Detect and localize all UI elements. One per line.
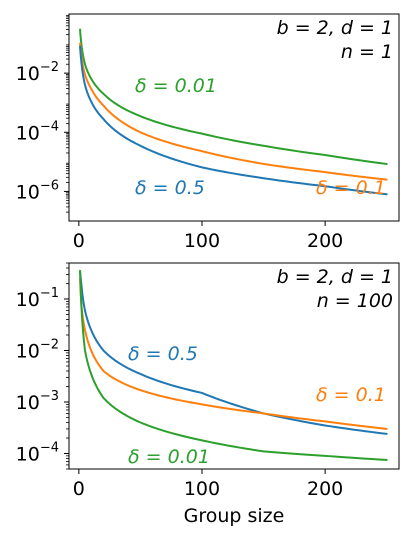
top-series-lines [79, 28, 388, 196]
bottom-series-lines [79, 269, 388, 461]
top-annotation-line-2: n = 1 [341, 41, 393, 63]
top-series-line-1 [79, 42, 388, 181]
top-series-label-green: δ = 0.01 [135, 75, 217, 97]
bottom-y-tick-label: 10−2 [16, 337, 59, 362]
bottom-annotation-line-1: b = 2, d = 1 [277, 266, 393, 288]
bottom-x-tick-label: 200 [307, 478, 343, 500]
bottom-annotation-line-2: n = 100 [317, 290, 393, 312]
top-y-tick-label: 10−2 [16, 60, 59, 85]
bottom-plot-frame [68, 262, 400, 470]
top-series-label-blue: δ = 0.5 [135, 177, 205, 199]
bottom-y-tick-label: 10−4 [16, 440, 59, 465]
top-annotation-line-1: b = 2, d = 1 [277, 17, 393, 39]
bottom-panel: 0 100 200 10−1 10−2 10−3 10−4 b = 2, d = 1 n … [16, 262, 400, 527]
top-y-tick-label: 10−6 [16, 178, 59, 203]
top-y-tick-label: 10−4 [16, 119, 59, 144]
top-x-tick-label: 200 [307, 230, 343, 252]
top-series-line-0 [79, 28, 388, 165]
top-panel: 0 100 200 10−210−410−6 b = 2, d = 1 n = 1 … [16, 13, 400, 252]
bottom-series-line-0 [79, 269, 388, 435]
x-axis-label: Group size [184, 505, 285, 527]
bottom-series-label-green: δ = 0.01 [128, 446, 210, 468]
bottom-y-tick-label: 10−3 [16, 389, 59, 414]
bottom-y-tick-label: 10−1 [16, 286, 59, 311]
bottom-series-label-blue: δ = 0.5 [128, 343, 198, 365]
bottom-x-tick-label: 100 [184, 478, 220, 500]
top-series-line-2 [79, 45, 388, 196]
bottom-y-ticks: 10−1 10−2 10−3 10−4 [16, 262, 69, 470]
top-x-ticks: 0 100 200 [73, 221, 343, 252]
top-plot-frame [68, 13, 400, 222]
bottom-x-tick-label: 0 [73, 478, 85, 500]
top-series-label-orange: δ = 0.1 [316, 177, 386, 199]
top-x-tick-label: 0 [73, 230, 85, 252]
bottom-series-label-orange: δ = 0.1 [316, 384, 386, 406]
top-x-tick-label: 100 [184, 230, 220, 252]
bottom-x-ticks: 0 100 200 [73, 469, 343, 500]
bottom-series-line-2 [79, 269, 388, 461]
top-y-ticks: 10−2 10−4 10−6 [16, 14, 69, 213]
